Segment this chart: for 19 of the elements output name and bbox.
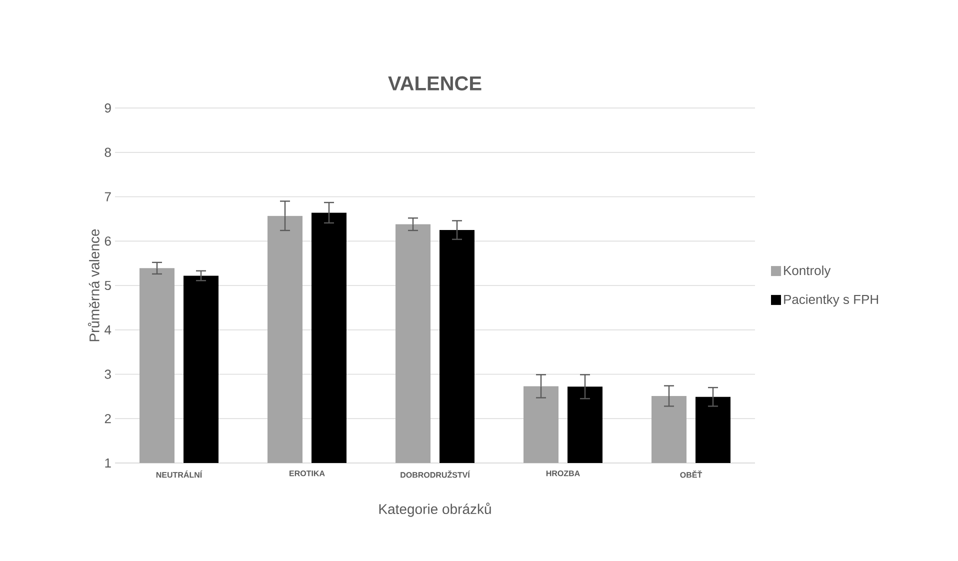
y-tick-label: 8 [104,148,111,157]
chart-title: VALENCE [388,76,482,90]
y-tick-label: 7 [104,192,111,202]
x-tick-label: EROTIKA [290,470,325,476]
y-tick-label: 9 [104,103,111,113]
y-tick-label: 3 [104,370,111,379]
y-tick-label: 6 [104,236,111,246]
y-tick-label: 4 [104,325,112,334]
x-tick-label: DOBRODRUŽSTVÍ [400,470,470,478]
y-tick-label: 1 [105,458,111,468]
legend-label: Pacientky s FPH [784,294,878,307]
legend-label: Kontroly [784,266,831,278]
y-tick-label: 2 [104,414,111,424]
x-tick-label: OBĚŤ [680,470,702,478]
y-axis-title: Průměrná valence [88,229,100,342]
x-tick-label: HROZBA [546,470,580,476]
x-tick-label: NEUTRÁLNÍ [156,470,202,478]
y-tick-label: 5 [104,280,111,290]
x-axis-title: Kategorie obrázků [379,502,491,517]
